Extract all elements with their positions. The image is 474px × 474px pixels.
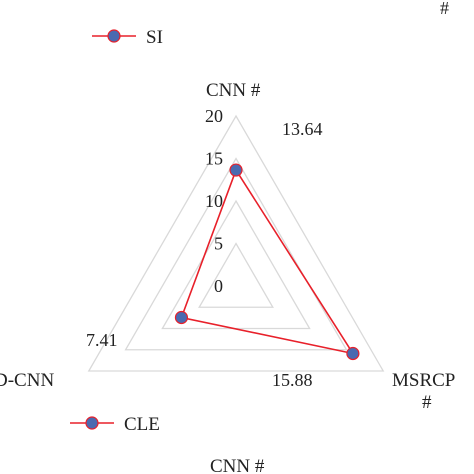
axis-labels: CNN # MSRCP # D-CNN	[0, 80, 455, 413]
legend-si: SI	[92, 27, 163, 48]
radial-tick-labels: 0 5 10 15 20	[205, 106, 223, 296]
radial-tick-10: 10	[205, 191, 223, 211]
legend-marker-cle	[85, 416, 99, 430]
data-labels: 13.64 15.88 7.41	[86, 119, 323, 390]
radial-tick-0: 0	[214, 276, 223, 296]
radial-tick-20: 20	[205, 106, 223, 126]
point-si-d-cnn	[174, 310, 189, 325]
series-si	[174, 163, 360, 361]
grid-ring-5	[198, 242, 274, 308]
series-line-si	[180, 168, 355, 355]
radial-tick-15: 15	[205, 149, 223, 169]
corner-mark: #	[440, 0, 449, 18]
legend-marker-si	[107, 29, 121, 43]
axis-label-cnn-2: CNN #	[210, 456, 265, 474]
legend-cle: CLE	[70, 414, 160, 435]
grid-ring-20	[87, 114, 385, 372]
point-si-msrcp	[346, 346, 360, 361]
axis-label-cnn: CNN #	[206, 80, 261, 101]
data-label-msrcp: 15.88	[272, 370, 313, 390]
point-si-cnn	[229, 163, 243, 177]
axis-label-msrcp: MSRCP #	[392, 370, 455, 413]
grid-ring-15	[124, 157, 348, 351]
legend-label-cle: CLE	[124, 414, 160, 435]
axis-label-d-cnn: D-CNN	[0, 370, 54, 391]
axis-label-msrcp-line-2: #	[422, 392, 432, 413]
radial-tick-5: 5	[214, 234, 223, 254]
data-label-cnn: 13.64	[282, 119, 323, 139]
data-label-d-cnn: 7.41	[86, 330, 118, 350]
radar-chart-cle: CLE CNN #	[70, 414, 265, 474]
radar-chart-si: SI 0 5 10 15 20 CNN # MSRCP # D-CNN 13.64 15.…	[0, 27, 455, 413]
axis-label-msrcp-line-1: MSRCP	[392, 370, 455, 391]
legend-label-si: SI	[146, 27, 163, 48]
